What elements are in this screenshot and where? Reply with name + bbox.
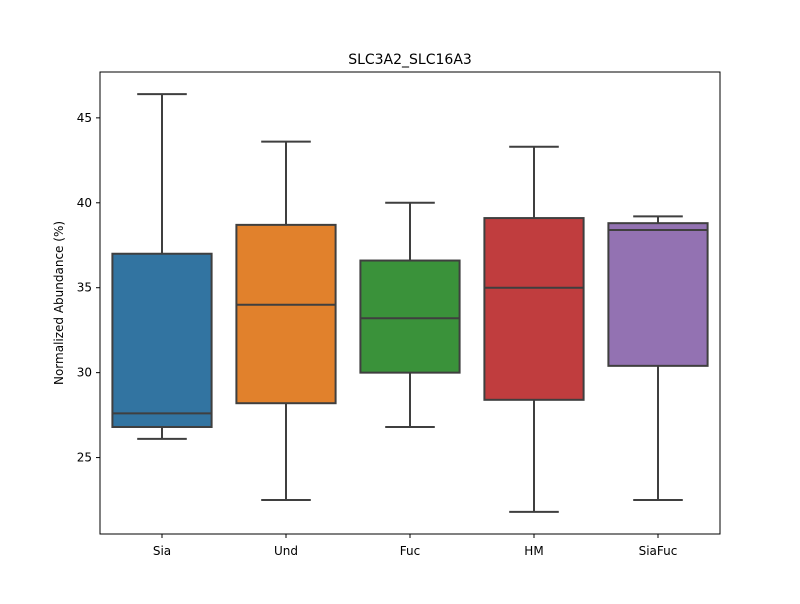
box-group-siafuc [607,215,709,502]
box-group-sia [111,93,213,440]
x-tick-label: SiaFuc [639,544,678,558]
x-tick-label: Und [274,544,298,558]
y-tick-label: 35 [77,281,92,295]
x-tick-label: Fuc [400,544,420,558]
y-axis-label: Normalized Abundance (%) [52,221,66,385]
y-tick-label: 45 [77,111,92,125]
box-iqr [235,223,337,405]
box-iqr [607,222,709,367]
axes: 25 30 35 40 45 Sia Und Fuc HM SiaFuc [77,111,678,558]
box-iqr [359,259,461,374]
x-tick-label: HM [524,544,543,558]
box-iqr [111,252,213,428]
y-tick-label: 40 [77,196,92,210]
y-tick-label: 30 [77,366,92,380]
box-group-und [235,140,337,502]
y-tick-label: 25 [77,451,92,465]
box-iqr [483,217,585,401]
box-group-fuc [359,201,461,428]
chart-title: SLC3A2_SLC16A3 [348,52,472,68]
box-group-hm [483,145,585,513]
x-tick-label: Sia [153,544,171,558]
plot-area [111,93,709,513]
